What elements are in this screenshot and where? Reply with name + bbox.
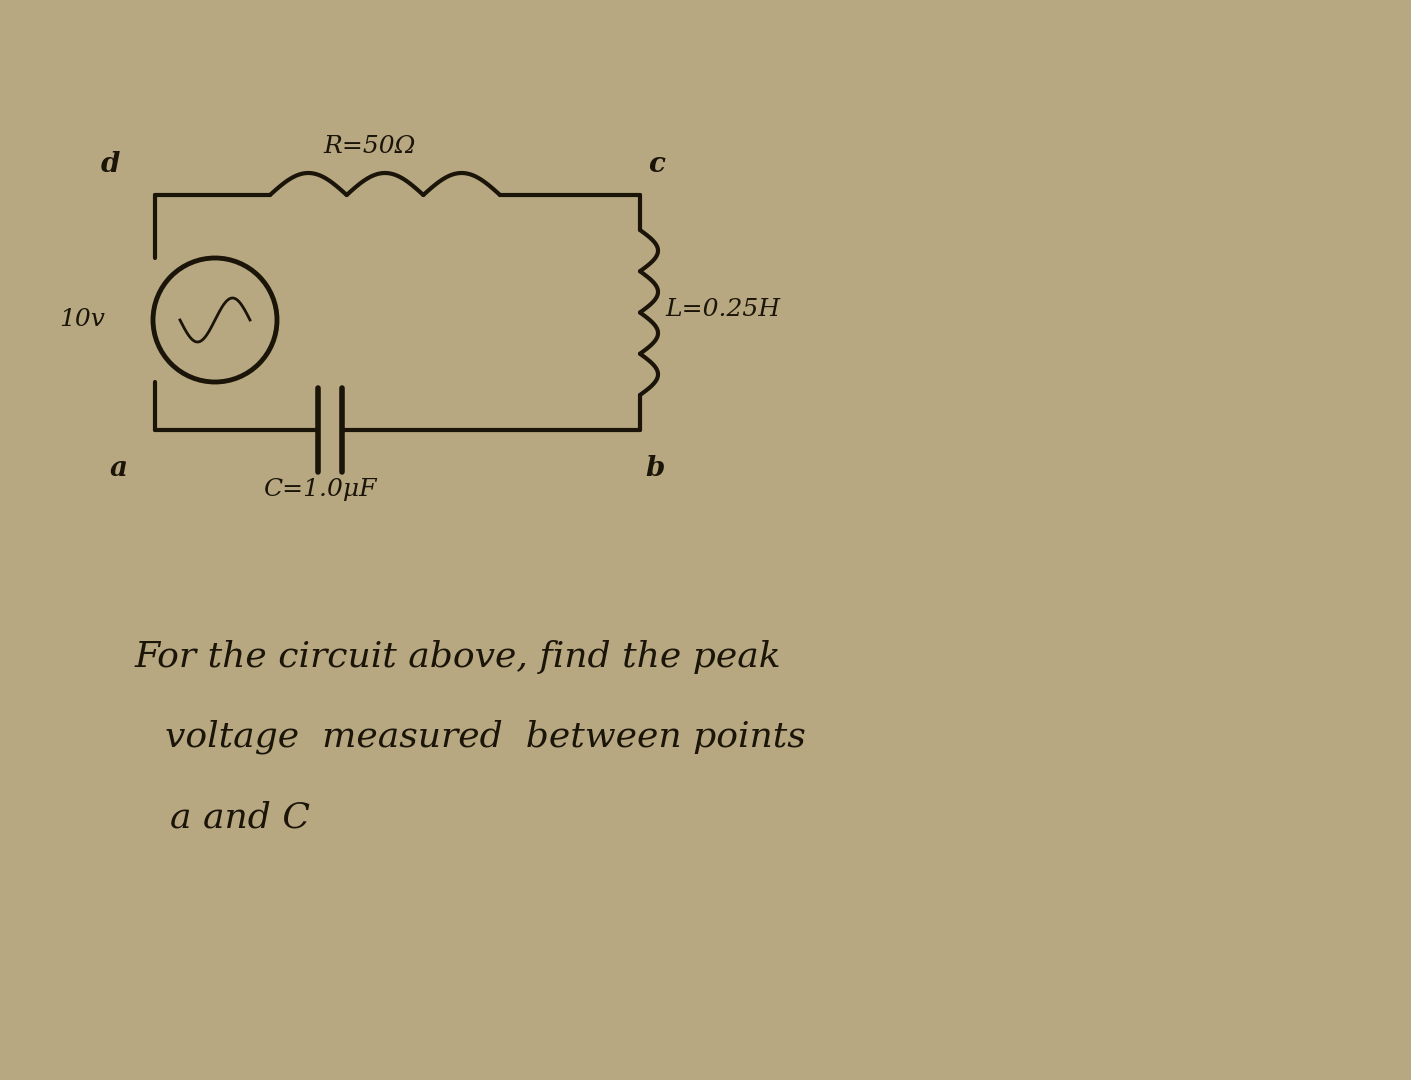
Text: R=50Ω: R=50Ω: [323, 135, 416, 158]
Text: 10v: 10v: [59, 309, 104, 332]
Text: a and C: a and C: [169, 800, 310, 834]
Text: a: a: [110, 455, 128, 482]
Text: L=0.25H: L=0.25H: [665, 298, 780, 322]
Text: For the circuit above, find the peak: For the circuit above, find the peak: [135, 640, 782, 674]
Text: c: c: [648, 151, 665, 178]
Text: C=1.0μF: C=1.0μF: [264, 478, 377, 501]
Text: d: d: [100, 151, 120, 178]
Text: voltage  measured  between points: voltage measured between points: [165, 720, 806, 755]
Text: b: b: [645, 455, 665, 482]
